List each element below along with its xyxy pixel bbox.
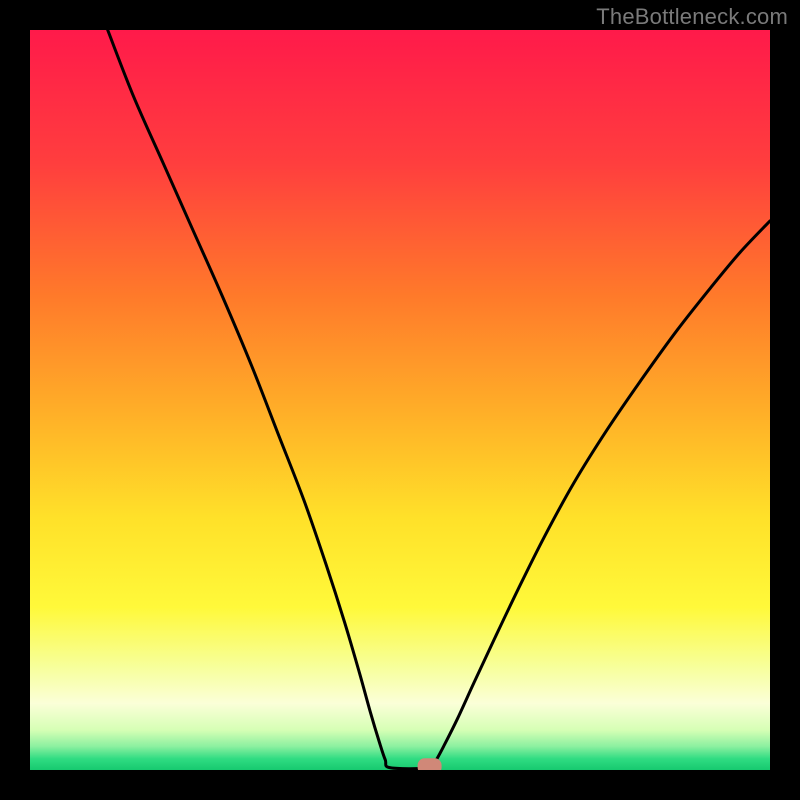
watermark-text: TheBottleneck.com bbox=[596, 4, 788, 30]
bottleneck-chart bbox=[0, 0, 800, 800]
plot-area bbox=[30, 30, 770, 774]
chart-container: TheBottleneck.com bbox=[0, 0, 800, 800]
gradient-background bbox=[30, 30, 770, 770]
